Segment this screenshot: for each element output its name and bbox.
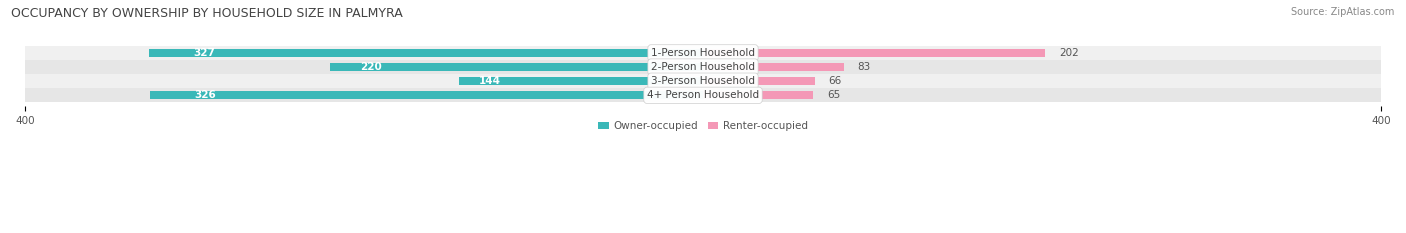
Text: 202: 202	[1059, 48, 1078, 58]
Text: 65: 65	[827, 90, 839, 100]
Text: OCCUPANCY BY OWNERSHIP BY HOUSEHOLD SIZE IN PALMYRA: OCCUPANCY BY OWNERSHIP BY HOUSEHOLD SIZE…	[11, 7, 404, 20]
Bar	[703, 49, 1046, 57]
Text: 3-Person Household: 3-Person Household	[651, 76, 755, 86]
Bar	[330, 63, 703, 71]
Text: 4+ Person Household: 4+ Person Household	[647, 90, 759, 100]
Bar	[458, 77, 703, 85]
Text: Source: ZipAtlas.com: Source: ZipAtlas.com	[1291, 7, 1395, 17]
Bar	[703, 63, 844, 71]
Text: 220: 220	[360, 62, 381, 72]
Text: 327: 327	[193, 48, 215, 58]
Text: 326: 326	[194, 90, 217, 100]
Text: 2-Person Household: 2-Person Household	[651, 62, 755, 72]
Text: 66: 66	[828, 76, 842, 86]
Bar	[25, 88, 1381, 103]
Bar	[703, 91, 813, 99]
Bar	[149, 49, 703, 57]
Bar	[25, 60, 1381, 74]
Bar	[25, 74, 1381, 88]
Bar	[25, 46, 1381, 60]
Bar	[703, 77, 815, 85]
Text: 144: 144	[478, 76, 501, 86]
Text: 1-Person Household: 1-Person Household	[651, 48, 755, 58]
Text: 83: 83	[858, 62, 870, 72]
Bar	[150, 91, 703, 99]
Legend: Owner-occupied, Renter-occupied: Owner-occupied, Renter-occupied	[595, 117, 811, 135]
